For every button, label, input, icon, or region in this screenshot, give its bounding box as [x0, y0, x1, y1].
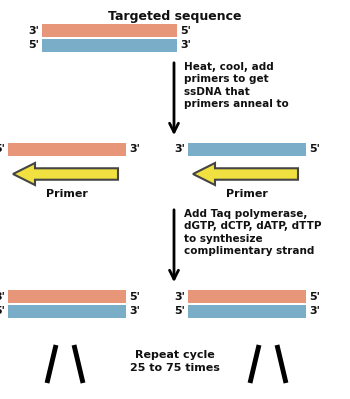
Text: 5': 5'	[309, 292, 320, 302]
Text: Heat, cool, add
primers to get
ssDNA that
primers anneal to: Heat, cool, add primers to get ssDNA tha…	[184, 62, 289, 109]
Bar	[8, 143, 126, 156]
Text: 3': 3'	[28, 26, 39, 36]
Bar	[188, 305, 306, 318]
Bar	[42, 39, 177, 52]
Bar	[8, 305, 126, 318]
Text: 5': 5'	[129, 292, 140, 302]
Text: 3': 3'	[174, 292, 185, 302]
Polygon shape	[193, 163, 298, 185]
Bar	[8, 290, 126, 303]
Text: 5': 5'	[180, 26, 191, 36]
Bar	[188, 290, 306, 303]
Bar	[188, 143, 306, 156]
Text: 5': 5'	[0, 306, 5, 316]
Text: 3': 3'	[174, 144, 185, 154]
Text: 5': 5'	[0, 144, 5, 154]
Text: 5': 5'	[28, 41, 39, 51]
Text: Repeat cycle
25 to 75 times: Repeat cycle 25 to 75 times	[130, 350, 220, 373]
Text: Add Taq polymerase,
dGTP, dCTP, dATP, dTTP
to synthesize
complimentary strand: Add Taq polymerase, dGTP, dCTP, dATP, dT…	[184, 209, 322, 256]
Text: 5': 5'	[309, 144, 320, 154]
Text: 5': 5'	[174, 306, 185, 316]
Polygon shape	[13, 163, 118, 185]
Text: 3': 3'	[129, 144, 140, 154]
Bar	[42, 24, 177, 37]
Text: 3': 3'	[0, 292, 5, 302]
Text: 3': 3'	[180, 41, 191, 51]
Text: Primer: Primer	[46, 189, 88, 199]
Text: Primer: Primer	[226, 189, 268, 199]
Text: 3': 3'	[129, 306, 140, 316]
Text: 3': 3'	[309, 306, 320, 316]
Text: Targeted sequence: Targeted sequence	[108, 10, 242, 23]
